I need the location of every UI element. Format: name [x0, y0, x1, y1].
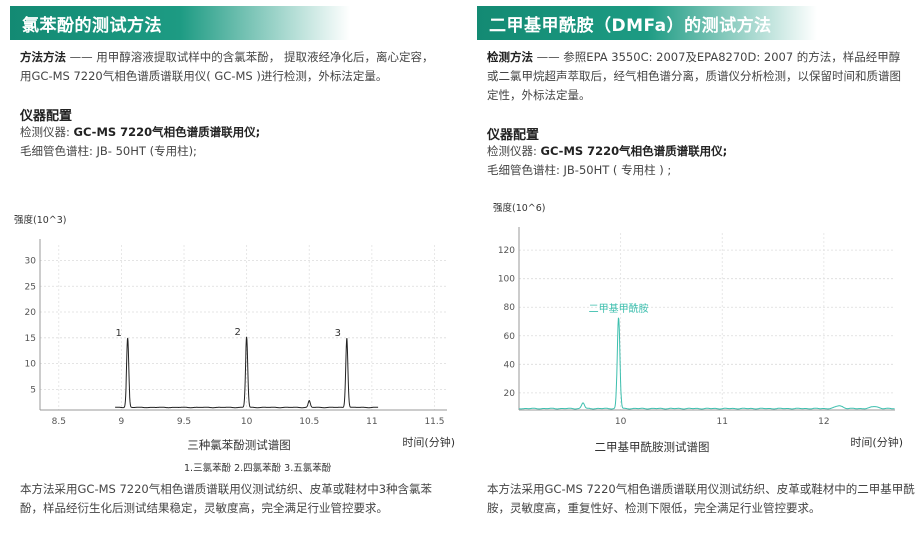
x-tick-label: 10 [241, 417, 253, 427]
right-method-text: —— 参照EPA 3550C: 2007及EPA8270D: 2007 的方法，… [487, 50, 901, 102]
x-tick-label: 10 [615, 417, 627, 427]
y-tick-label: 80 [504, 303, 516, 313]
left-title: 氯苯酚的测试方法 [22, 16, 162, 36]
left-title-bar: 氯苯酚的测试方法 [10, 6, 350, 40]
y-tick-label: 20 [504, 389, 516, 399]
left-config-title: 仪器配置 [20, 109, 73, 124]
left-instrument-label: 检测仪器: [20, 125, 70, 139]
chart-title: 二甲基甲酰胺测试谱图 [595, 440, 710, 454]
right-instrument-value: GC-MS 7220气相色谱质谱联用仪; [540, 144, 728, 158]
y-tick-label: 15 [25, 334, 36, 344]
right-config-title: 仪器配置 [487, 128, 540, 143]
left-method-paragraph: 方法方法 —— 用甲醇溶液提取试样中的含氯苯酚， 提取液经净化后，离心定容，用G… [20, 48, 440, 86]
chromatogram-line [114, 336, 379, 409]
peak-label: 2 [234, 327, 240, 338]
x-tick-label: 11 [366, 417, 377, 427]
x-tick-label: 9.5 [177, 417, 191, 427]
right-instrument-line: 检测仪器: GC-MS 7220气相色谱质谱联用仪; [487, 143, 727, 159]
x-tick-label: 9 [119, 417, 125, 427]
y-tick-label: 25 [25, 282, 36, 292]
right-method-paragraph: 检测方法 —— 参照EPA 3550C: 2007及EPA8270D: 2007… [487, 48, 907, 105]
left-column-line: 毛细管色谱柱: JB- 50HT (专用柱); [20, 144, 197, 158]
x-axis-label: 时间(分钟) [850, 435, 903, 449]
right-title-bar: 二甲基甲酰胺（DMFa）的测试方法 [477, 6, 817, 40]
right-title: 二甲基甲酰胺（DMFa）的测试方法 [489, 16, 772, 36]
y-tick-label: 120 [498, 246, 515, 256]
y-axis-label: 强度(10^3) [14, 214, 67, 226]
x-tick-label: 8.5 [52, 417, 66, 427]
peak-label: 3 [335, 328, 341, 339]
left-method-label: 方法方法 [20, 50, 66, 64]
peak-label: 1 [115, 328, 121, 339]
y-tick-label: 60 [504, 332, 516, 342]
x-tick-label: 11.5 [424, 417, 444, 427]
y-axis-label: 强度(10^6) [493, 202, 546, 214]
y-tick-label: 30 [25, 256, 37, 266]
chart-title: 三种氯苯酚测试谱图 [187, 438, 291, 452]
left-summary: 本方法采用GC-MS 7220气相色谱质谱联用仪测试纺织、皮革或鞋材中3种含氯苯… [20, 482, 433, 515]
x-tick-label: 12 [818, 417, 829, 427]
x-tick-label: 10.5 [299, 417, 319, 427]
left-chart: 5 10 15 20 25 30 8.5 9 9.5 10 10.5 11 11.5 强度(10^3) 时间… [14, 214, 455, 452]
right-summary: 本方法采用GC-MS 7220气相色谱质谱联用仪测试纺织、皮革或鞋材中的二甲基甲… [487, 482, 915, 515]
y-tick-label: 100 [498, 275, 515, 285]
x-axis-label: 时间(分钟) [402, 435, 455, 449]
y-tick-label: 5 [30, 385, 36, 395]
y-tick-label: 20 [25, 308, 37, 318]
x-tick-label: 11 [717, 417, 728, 427]
right-panel: 二甲基甲酰胺（DMFa）的测试方法 检测方法 —— 参照EPA 3550C: 2… [477, 0, 923, 535]
y-tick-label: 10 [25, 360, 37, 370]
left-instrument-value: GC-MS 7220气相色谱质谱联用仪; [73, 125, 261, 139]
right-instrument-label: 检测仪器: [487, 144, 537, 158]
left-chart-legend: 1.三氯苯酚 2.四氯苯酚 3.五氯苯酚 [184, 463, 332, 474]
chromatogram-line [518, 317, 895, 410]
right-chart: 20 40 60 80 100 120 10 11 12 强度(10^6) 时间(分钟) 二甲基甲酰胺… [493, 202, 903, 454]
right-method-label: 检测方法 [487, 50, 533, 64]
left-instrument-line: 检测仪器: GC-MS 7220气相色谱质谱联用仪; [20, 124, 260, 140]
y-tick-label: 40 [504, 360, 516, 370]
right-column-line: 毛细管色谱柱: JB-50HT ( 专用柱 ) ; [487, 163, 672, 177]
peak-label: 二甲基甲酰胺 [589, 302, 649, 315]
left-panel: 氯苯酚的测试方法 方法方法 —— 用甲醇溶液提取试样中的含氯苯酚， 提取液经净化… [10, 0, 460, 535]
left-method-text: —— 用甲醇溶液提取试样中的含氯苯酚， 提取液经净化后，离心定容，用GC-MS … [20, 50, 434, 83]
